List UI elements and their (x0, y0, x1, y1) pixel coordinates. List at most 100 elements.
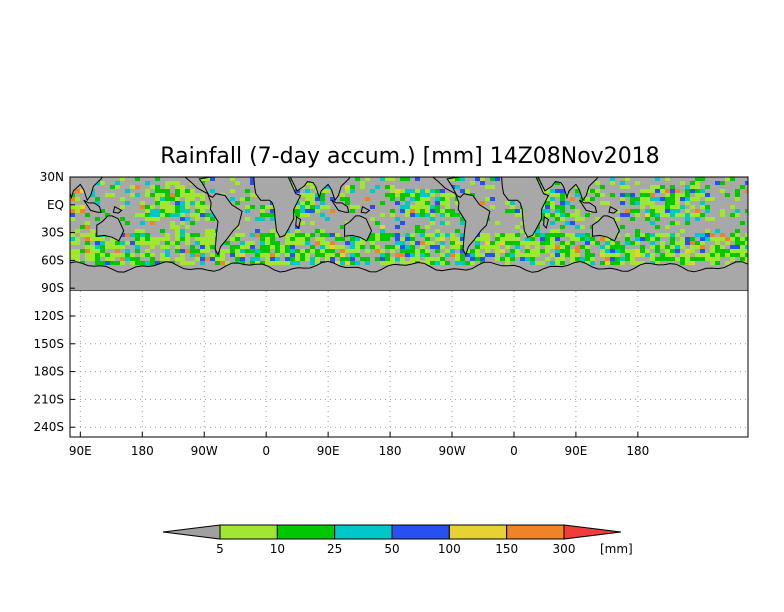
rain-cell (135, 229, 140, 233)
rain-cell (305, 249, 310, 253)
rain-cell (710, 237, 715, 241)
rain-cell (370, 217, 375, 221)
rain-cell (650, 205, 655, 209)
rain-cell (75, 253, 80, 257)
rain-cell (715, 261, 720, 265)
rain-cell (495, 253, 500, 257)
rain-cell (205, 205, 210, 209)
rain-cell (585, 237, 590, 241)
rain-cell (140, 241, 145, 245)
rain-cell (200, 177, 205, 181)
rain-cell (450, 193, 455, 197)
rain-cell (405, 233, 410, 237)
rain-cell (440, 201, 445, 205)
rain-cell (200, 257, 205, 261)
rain-cell (455, 245, 460, 249)
rain-cell (630, 193, 635, 197)
rain-cell (260, 209, 265, 213)
rain-cell (175, 249, 180, 253)
rain-cell (430, 189, 435, 193)
rain-cell (210, 189, 215, 193)
rain-cell (560, 197, 565, 201)
rain-cell (745, 241, 748, 245)
rain-cell (445, 197, 450, 201)
rain-cell (670, 245, 675, 249)
rain-cell (595, 189, 600, 193)
rain-cell (345, 257, 350, 261)
rain-cell (185, 193, 190, 197)
rain-cell (425, 233, 430, 237)
rain-cell (645, 213, 650, 217)
rain-cell (535, 249, 540, 253)
rain-cell (635, 241, 640, 245)
rain-cell (600, 245, 605, 249)
rain-cell (220, 261, 225, 265)
rain-cell (420, 201, 425, 205)
rain-cell (690, 181, 695, 185)
rain-cell (585, 245, 590, 249)
rain-cell (635, 237, 640, 241)
rain-cell (680, 245, 685, 249)
rain-cell (240, 245, 245, 249)
rain-cell (270, 209, 275, 213)
rain-cell (355, 253, 360, 257)
rain-cell (430, 233, 435, 237)
rain-cell (125, 257, 130, 261)
rain-cell (695, 209, 700, 213)
rain-cell (320, 197, 325, 201)
rain-cell (620, 245, 625, 249)
rain-cell (560, 257, 565, 261)
rain-cell (330, 245, 335, 249)
rain-cell (655, 217, 660, 221)
rain-cell (355, 249, 360, 253)
colorbar-label: 10 (270, 542, 285, 556)
rain-cell (320, 233, 325, 237)
rain-cell (430, 217, 435, 221)
rain-cell (220, 257, 225, 261)
rain-cell (375, 257, 380, 261)
rain-cell (110, 241, 115, 245)
rain-cell (285, 253, 290, 257)
rain-cell (235, 181, 240, 185)
rain-cell (570, 237, 575, 241)
rain-cell (670, 257, 675, 261)
rain-cell (110, 185, 115, 189)
rain-cell (700, 201, 705, 205)
rain-cell (690, 249, 695, 253)
y-tick-label: 90S (41, 281, 64, 295)
rain-cell (400, 245, 405, 249)
rain-cell (605, 245, 610, 249)
rain-cell (70, 249, 75, 253)
rain-cell (420, 213, 425, 217)
rain-cell (640, 201, 645, 205)
rain-cell (345, 261, 350, 265)
rain-cell (490, 177, 495, 181)
x-tick-label: 90W (438, 444, 465, 458)
rain-cell (545, 237, 550, 241)
rain-cell (705, 253, 710, 257)
rain-cell (690, 241, 695, 245)
x-axis-tick-labels: 90E 180 90W 0 90E 180 90W 0 90E 180 (69, 432, 649, 458)
rain-cell (370, 189, 375, 193)
rain-cell (585, 261, 590, 265)
rain-cell (405, 245, 410, 249)
rain-cell (715, 249, 720, 253)
rain-cell (605, 249, 610, 253)
rain-cell (435, 205, 440, 209)
rain-cell (345, 185, 350, 189)
rain-cell (230, 237, 235, 241)
map-title: Rainfall (7-day accum.) [mm] 14Z08Nov201… (160, 144, 659, 169)
rain-cell (740, 241, 745, 245)
rain-cell (400, 209, 405, 213)
rain-cell (605, 253, 610, 257)
rain-cell (290, 245, 295, 249)
rain-cell (275, 241, 280, 245)
rain-cell (95, 253, 100, 257)
rain-cell (535, 177, 540, 181)
rain-cell (495, 245, 500, 249)
rain-cell (735, 193, 740, 197)
rain-cell (615, 253, 620, 257)
rain-cell (430, 221, 435, 225)
rain-cell (145, 249, 150, 253)
rain-cell (310, 261, 315, 265)
